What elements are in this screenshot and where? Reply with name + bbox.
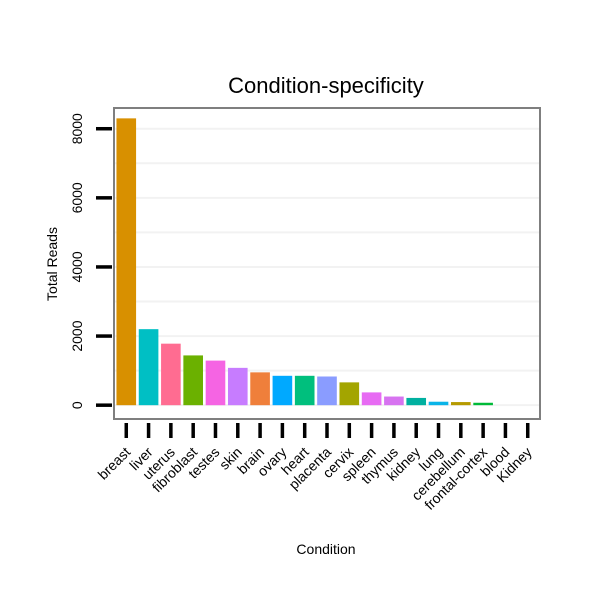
bar-liver xyxy=(138,329,159,406)
bar-spleen xyxy=(361,392,382,406)
bar-testes xyxy=(205,360,226,406)
bar-ovary xyxy=(272,375,293,406)
bar-heart xyxy=(294,375,315,406)
y-tick-label: 8000 xyxy=(69,113,85,144)
bar-brain xyxy=(250,372,270,406)
y-tick-label: 0 xyxy=(69,401,85,409)
y-tick-label: 2000 xyxy=(69,320,85,351)
bar-fibroblast xyxy=(183,355,203,406)
plot-border xyxy=(113,107,541,420)
x-axis: breastliveruterusfibroblasttestesskinbra… xyxy=(95,423,535,513)
bar-frontal-cortex xyxy=(473,402,493,406)
y-axis: 0 2000 4000 6000 8000 xyxy=(69,113,112,409)
bar-placenta xyxy=(317,376,337,406)
x-axis-label: Condition xyxy=(296,541,355,557)
bar-lung xyxy=(428,401,449,406)
bar-skin xyxy=(227,367,248,406)
bars xyxy=(116,118,493,406)
bar-uterus xyxy=(161,343,181,406)
chart-title: Condition-specificity xyxy=(228,73,424,98)
y-tick-label: 4000 xyxy=(69,251,85,282)
bar-thymus xyxy=(384,396,404,406)
bar-cervix xyxy=(339,382,360,406)
y-tick-label: 6000 xyxy=(69,182,85,213)
y-axis-label: Total Reads xyxy=(44,227,60,301)
bar-cerebellum xyxy=(451,402,471,406)
bar-kidney xyxy=(406,397,427,406)
bar-breast xyxy=(116,118,137,406)
